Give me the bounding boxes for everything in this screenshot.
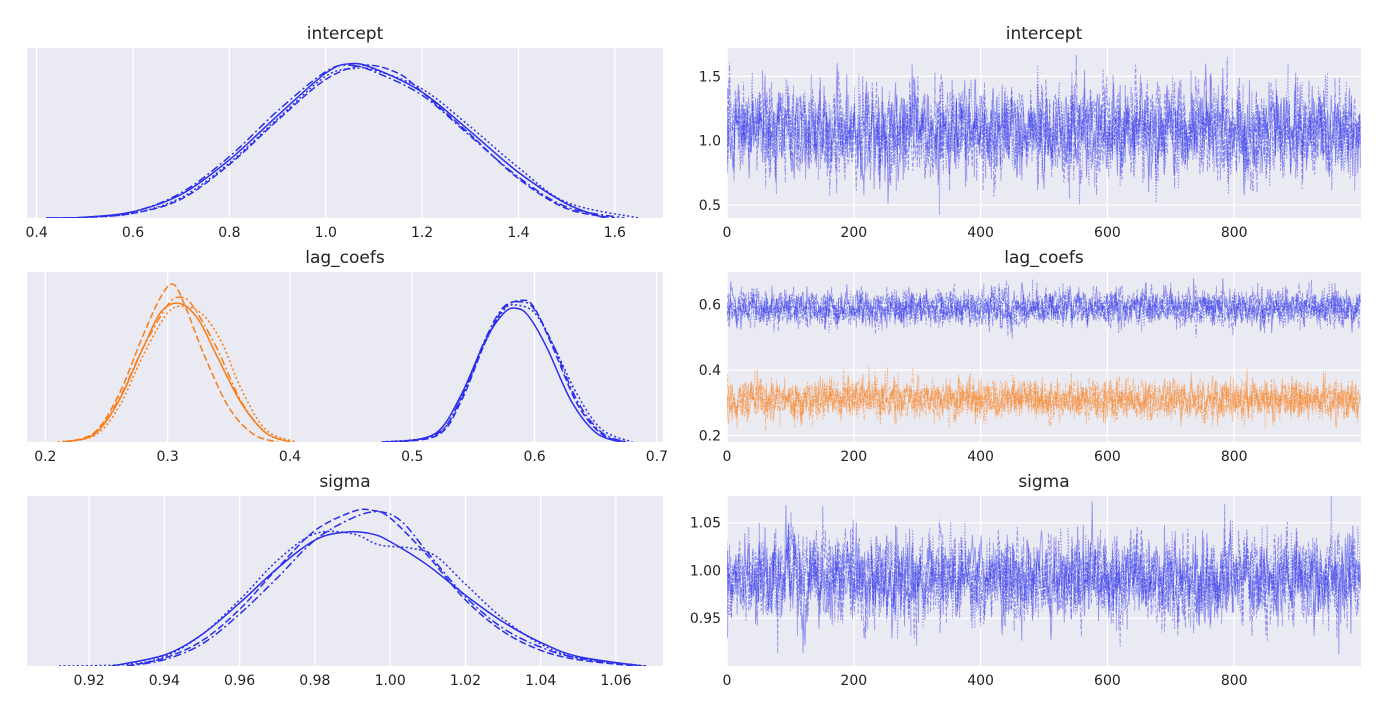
x-tick-label: 1.6	[604, 225, 626, 241]
plot-area	[727, 272, 1361, 442]
x-tick-label: 0.4	[26, 225, 48, 241]
trace-chain-0-0	[727, 277, 1361, 334]
y-tick-label: 0.6	[699, 298, 721, 314]
density-curve-1	[63, 283, 278, 442]
x-tick-label: 0.4	[279, 449, 301, 465]
trace-chain-0-3	[727, 496, 1361, 639]
x-tick-label: 200	[840, 673, 867, 689]
y-tick-label: 1.5	[699, 69, 721, 85]
trace-chain-1-1	[727, 368, 1361, 429]
x-tick-label: 600	[1094, 449, 1121, 465]
x-tick-label: 0.7	[646, 449, 668, 465]
trace-chain-0-0	[727, 63, 1361, 204]
x-tick-label: 800	[1221, 673, 1248, 689]
x-tick-label: 600	[1094, 225, 1121, 241]
density-curve-4	[399, 307, 621, 442]
trace-chain-0-0	[727, 501, 1361, 655]
y-tick-label: 0.2	[699, 428, 721, 444]
density-curve-1	[51, 64, 615, 218]
y-tick-label: 1.05	[690, 516, 721, 532]
x-tick-label: 0.5	[401, 449, 423, 465]
panel-title: intercept	[307, 24, 384, 44]
trace-chain-0-3	[727, 64, 1361, 215]
x-tick-label: 1.00	[375, 673, 406, 689]
x-tick-label: 0	[723, 449, 732, 465]
x-tick-label: 1.4	[507, 225, 529, 241]
x-tick-label: 0.6	[523, 449, 545, 465]
trace-chain-0-3	[727, 279, 1361, 334]
x-tick-label: 400	[967, 225, 994, 241]
x-tick-label: 200	[840, 449, 867, 465]
plot-area	[727, 496, 1361, 666]
y-tick-label: 0.4	[699, 363, 721, 379]
density-curve-2	[63, 296, 291, 442]
x-tick-label: 0	[723, 673, 732, 689]
x-tick-label: 400	[967, 673, 994, 689]
trace-chain-0-1	[727, 504, 1361, 654]
x-tick-label: 600	[1094, 673, 1121, 689]
x-tick-label: 0.8	[218, 225, 240, 241]
x-tick-label: 0.92	[74, 673, 105, 689]
density-curve-5	[381, 299, 627, 442]
x-tick-label: 0.98	[299, 673, 330, 689]
y-tick-label: 0.95	[690, 611, 721, 627]
density-curve-7	[381, 303, 633, 442]
x-tick-label: 0.6	[122, 225, 144, 241]
x-tick-label: 400	[967, 449, 994, 465]
plot-area	[27, 496, 663, 666]
panel-trace-intercept: 0 200 400 600 800 0.5 1.0 1.5 intercept	[699, 24, 1361, 241]
x-tick-label: 1.02	[450, 673, 481, 689]
panel-title: sigma	[1018, 472, 1069, 492]
panel-trace-lag_coefs: 0 200 400 600 800 0.2 0.4 0.6 lag_coefs	[699, 248, 1361, 465]
plot-area	[27, 48, 663, 218]
y-tick-label: 0.5	[699, 198, 721, 214]
panel-title: lag_coefs	[1004, 248, 1084, 268]
x-tick-label: 800	[1221, 225, 1248, 241]
x-tick-label: 0.2	[34, 449, 56, 465]
density-curve-3	[57, 305, 297, 442]
x-tick-label: 1.04	[525, 673, 556, 689]
trace-chain-1-2	[727, 366, 1361, 432]
trace-chain-0-1	[727, 279, 1361, 339]
trace-chain-1-0	[727, 368, 1361, 429]
x-tick-label: 0.96	[224, 673, 255, 689]
panel-title: lag_coefs	[305, 248, 385, 268]
trace-chain-0-1	[727, 64, 1361, 199]
panel-density-intercept: 0.4 0.6 0.8 1.0 1.2 1.4 1.6 intercept	[26, 24, 663, 241]
density-curve-1	[126, 508, 635, 666]
x-tick-label: 1.06	[600, 673, 631, 689]
panel-density-lag_coefs: 0.2 0.3 0.4 0.5 0.6 0.7 lag_coefs	[27, 248, 668, 465]
trace-chain-0-2	[727, 54, 1361, 196]
y-tick-label: 1.0	[699, 134, 721, 150]
panel-trace-sigma: 0 200 400 600 800 0.95 1.00 1.05 sigma	[690, 472, 1361, 689]
density-curve-2	[46, 64, 625, 218]
trace-chain-0-2	[727, 512, 1361, 640]
panel-title: intercept	[1006, 24, 1083, 44]
x-tick-label: 0.3	[157, 449, 179, 465]
density-curve-3	[46, 66, 640, 218]
panel-density-sigma: 0.92 0.94 0.96 0.98 1.00 1.02 1.04 1.06 sigma	[27, 472, 663, 689]
density-curve-3	[58, 530, 647, 666]
x-tick-label: 0.94	[149, 673, 180, 689]
x-tick-label: 1.0	[315, 225, 337, 241]
density-curve-0	[111, 531, 643, 666]
panel-title: sigma	[319, 472, 370, 492]
x-tick-label: 0	[723, 225, 732, 241]
x-tick-label: 200	[840, 225, 867, 241]
x-tick-label: 800	[1221, 449, 1248, 465]
x-tick-label: 1.2	[411, 225, 433, 241]
y-tick-label: 1.00	[690, 563, 721, 579]
plot-area	[27, 272, 663, 442]
trace-chain-0-2	[727, 280, 1361, 338]
